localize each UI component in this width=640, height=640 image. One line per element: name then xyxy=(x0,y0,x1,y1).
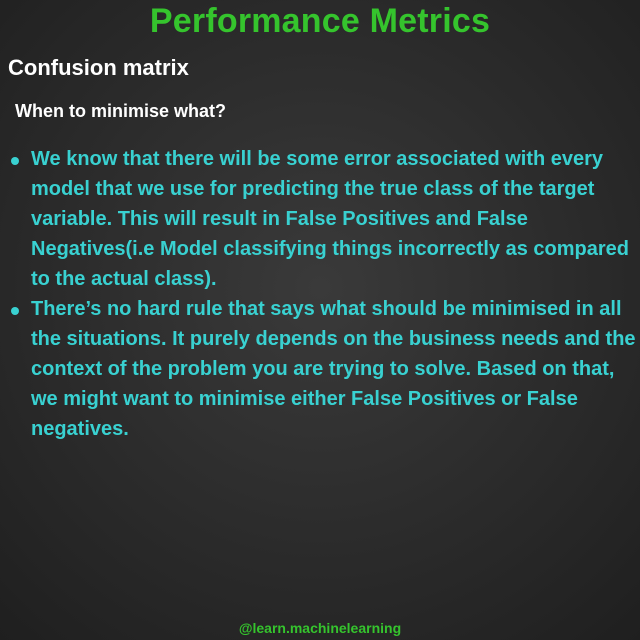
page-title: Performance Metrics xyxy=(149,2,491,40)
bullet-icon xyxy=(11,157,19,165)
bullet-text-2: There’s no hard rule that says what shou… xyxy=(31,298,636,440)
bullet-text-1: We know that there will be some error as… xyxy=(31,148,629,290)
bullet-item-2: There’s no hard rule that says what shou… xyxy=(8,294,636,444)
bullet-icon xyxy=(11,307,19,315)
section-subtitle: Confusion matrix xyxy=(8,55,189,80)
bullet-list: We know that there will be some error as… xyxy=(8,144,636,444)
bullet-item-1: We know that there will be some error as… xyxy=(8,144,636,294)
section-question: When to minimise what? xyxy=(15,101,227,121)
footer-handle: @learn.machinelearning xyxy=(238,620,402,636)
